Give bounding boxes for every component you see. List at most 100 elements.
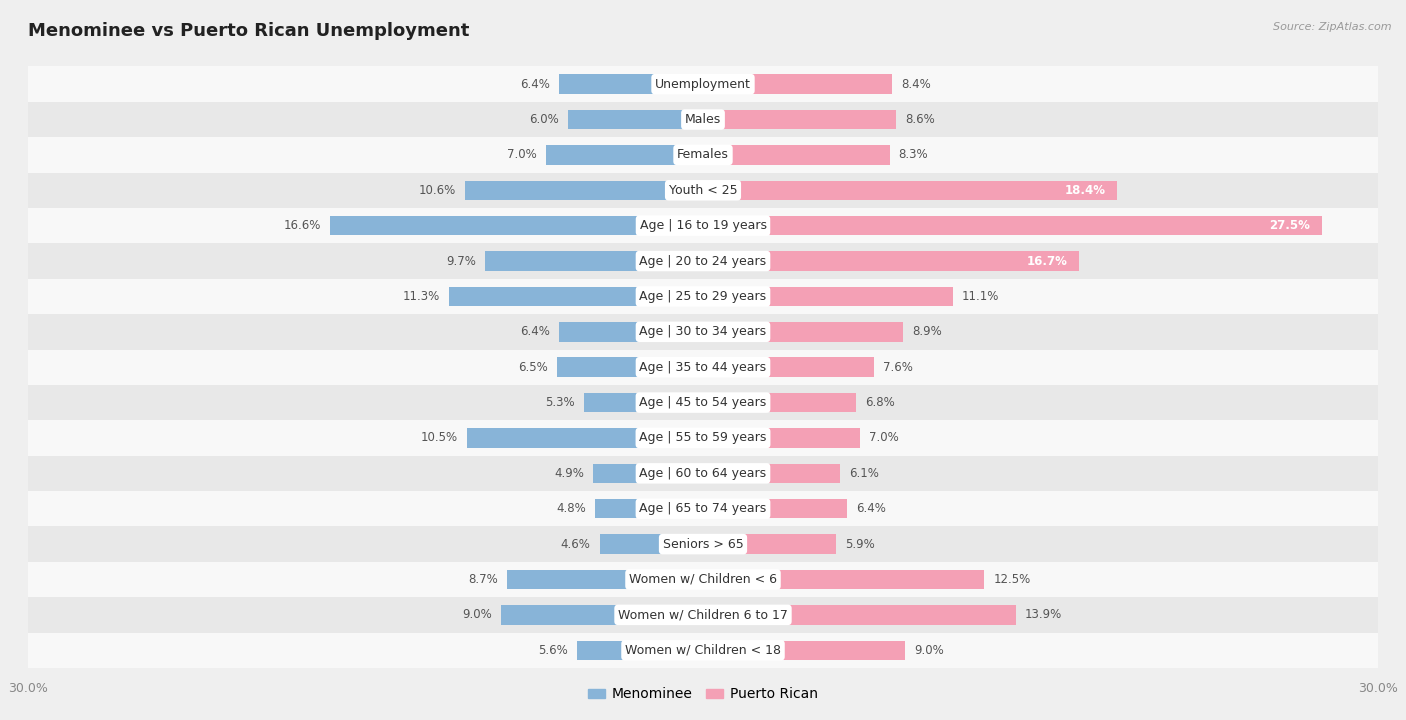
- Bar: [703, 357, 875, 377]
- Text: 5.6%: 5.6%: [538, 644, 568, 657]
- Bar: [703, 570, 984, 589]
- Text: 27.5%: 27.5%: [1270, 219, 1310, 232]
- Bar: [560, 74, 703, 94]
- Bar: [703, 74, 891, 94]
- Text: 12.5%: 12.5%: [993, 573, 1031, 586]
- Bar: [599, 534, 703, 554]
- Text: Unemployment: Unemployment: [655, 78, 751, 91]
- Bar: [28, 279, 1378, 314]
- Bar: [449, 287, 703, 306]
- Text: 6.4%: 6.4%: [520, 78, 550, 91]
- Text: 5.3%: 5.3%: [546, 396, 575, 409]
- Text: 11.1%: 11.1%: [962, 290, 1000, 303]
- Bar: [28, 597, 1378, 633]
- Bar: [467, 428, 703, 448]
- Bar: [557, 357, 703, 377]
- Text: 4.9%: 4.9%: [554, 467, 583, 480]
- Text: Women w/ Children < 6: Women w/ Children < 6: [628, 573, 778, 586]
- Bar: [703, 499, 846, 518]
- Text: Source: ZipAtlas.com: Source: ZipAtlas.com: [1274, 22, 1392, 32]
- Bar: [28, 66, 1378, 102]
- Text: Age | 60 to 64 years: Age | 60 to 64 years: [640, 467, 766, 480]
- Text: 7.6%: 7.6%: [883, 361, 912, 374]
- Text: Youth < 25: Youth < 25: [669, 184, 737, 197]
- Text: Age | 30 to 34 years: Age | 30 to 34 years: [640, 325, 766, 338]
- Bar: [508, 570, 703, 589]
- Bar: [703, 428, 860, 448]
- Bar: [28, 420, 1378, 456]
- Text: Women w/ Children 6 to 17: Women w/ Children 6 to 17: [619, 608, 787, 621]
- Text: 13.9%: 13.9%: [1025, 608, 1062, 621]
- Bar: [546, 145, 703, 165]
- Text: 6.4%: 6.4%: [856, 503, 886, 516]
- Bar: [576, 641, 703, 660]
- Bar: [501, 605, 703, 625]
- Text: 9.0%: 9.0%: [461, 608, 492, 621]
- Bar: [28, 173, 1378, 208]
- Bar: [28, 349, 1378, 385]
- Text: Females: Females: [678, 148, 728, 161]
- Text: 8.4%: 8.4%: [901, 78, 931, 91]
- Bar: [568, 109, 703, 130]
- Bar: [703, 251, 1078, 271]
- Text: Seniors > 65: Seniors > 65: [662, 538, 744, 551]
- Text: Age | 55 to 59 years: Age | 55 to 59 years: [640, 431, 766, 444]
- Text: 16.6%: 16.6%: [283, 219, 321, 232]
- Text: Age | 16 to 19 years: Age | 16 to 19 years: [640, 219, 766, 232]
- Text: 8.7%: 8.7%: [468, 573, 498, 586]
- Text: Age | 25 to 29 years: Age | 25 to 29 years: [640, 290, 766, 303]
- Text: Males: Males: [685, 113, 721, 126]
- Bar: [28, 526, 1378, 562]
- Bar: [28, 208, 1378, 243]
- Bar: [703, 464, 841, 483]
- Bar: [583, 393, 703, 413]
- Bar: [703, 322, 903, 341]
- Bar: [703, 181, 1116, 200]
- Bar: [28, 562, 1378, 597]
- Bar: [703, 641, 905, 660]
- Text: Age | 35 to 44 years: Age | 35 to 44 years: [640, 361, 766, 374]
- Text: 18.4%: 18.4%: [1064, 184, 1105, 197]
- Bar: [560, 322, 703, 341]
- Text: 7.0%: 7.0%: [869, 431, 900, 444]
- Text: 5.9%: 5.9%: [845, 538, 875, 551]
- Bar: [28, 243, 1378, 279]
- Text: Age | 20 to 24 years: Age | 20 to 24 years: [640, 255, 766, 268]
- Text: 4.6%: 4.6%: [561, 538, 591, 551]
- Text: Women w/ Children < 18: Women w/ Children < 18: [626, 644, 780, 657]
- Legend: Menominee, Puerto Rican: Menominee, Puerto Rican: [582, 682, 824, 707]
- Bar: [703, 109, 897, 130]
- Bar: [485, 251, 703, 271]
- Text: 4.8%: 4.8%: [557, 503, 586, 516]
- Text: 9.7%: 9.7%: [446, 255, 475, 268]
- Text: 7.0%: 7.0%: [506, 148, 537, 161]
- Text: 16.7%: 16.7%: [1026, 255, 1067, 268]
- Bar: [28, 102, 1378, 138]
- Bar: [703, 145, 890, 165]
- Bar: [28, 385, 1378, 420]
- Bar: [28, 633, 1378, 668]
- Text: Menominee vs Puerto Rican Unemployment: Menominee vs Puerto Rican Unemployment: [28, 22, 470, 40]
- Text: 6.4%: 6.4%: [520, 325, 550, 338]
- Text: Age | 45 to 54 years: Age | 45 to 54 years: [640, 396, 766, 409]
- Bar: [703, 605, 1015, 625]
- Text: 8.3%: 8.3%: [898, 148, 928, 161]
- Bar: [703, 216, 1322, 235]
- Text: 10.6%: 10.6%: [419, 184, 456, 197]
- Bar: [595, 499, 703, 518]
- Bar: [464, 181, 703, 200]
- Bar: [28, 138, 1378, 173]
- Bar: [703, 534, 835, 554]
- Text: 8.6%: 8.6%: [905, 113, 935, 126]
- Bar: [329, 216, 703, 235]
- Text: 10.5%: 10.5%: [420, 431, 458, 444]
- Bar: [593, 464, 703, 483]
- Text: 6.1%: 6.1%: [849, 467, 879, 480]
- Bar: [28, 491, 1378, 526]
- Bar: [703, 393, 856, 413]
- Bar: [703, 287, 953, 306]
- Bar: [28, 314, 1378, 349]
- Text: 9.0%: 9.0%: [914, 644, 945, 657]
- Text: Age | 65 to 74 years: Age | 65 to 74 years: [640, 503, 766, 516]
- Bar: [28, 456, 1378, 491]
